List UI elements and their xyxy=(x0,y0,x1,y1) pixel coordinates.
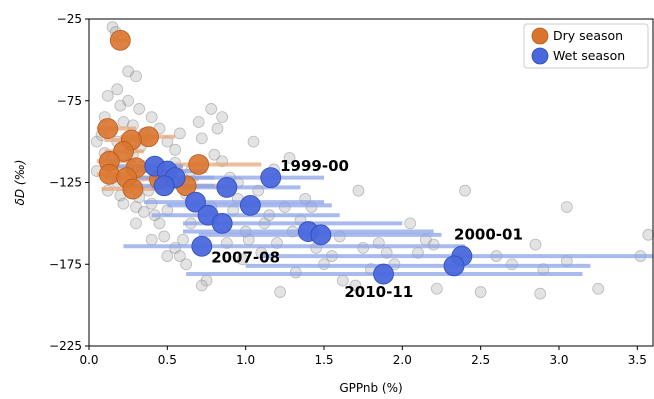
legend: Dry season Wet season xyxy=(523,23,649,69)
background-point xyxy=(404,217,417,230)
legend-wet-season-label: Wet season xyxy=(553,48,625,63)
dry-season-point xyxy=(138,126,159,148)
background-point xyxy=(192,116,205,128)
background-point xyxy=(145,233,158,246)
x-tick-label: 3.0 xyxy=(549,353,568,367)
background-point xyxy=(195,279,208,292)
background-point xyxy=(122,94,135,107)
background-point xyxy=(283,152,296,164)
y-axis-ticks: −25 −75 −125 −175 −225 xyxy=(49,12,89,353)
background-point xyxy=(349,279,362,292)
background-point xyxy=(560,201,573,213)
x-tick-label: 1.0 xyxy=(236,353,255,367)
background-point xyxy=(133,103,146,115)
legend-box xyxy=(523,23,649,69)
y-tick-label: −75 xyxy=(57,94,82,108)
y-tick-label: −225 xyxy=(49,339,82,353)
background-point xyxy=(352,184,365,197)
wet-season-point xyxy=(443,255,465,277)
wet-season-point xyxy=(310,224,332,246)
dry-season-point xyxy=(122,178,144,200)
background-point xyxy=(158,230,171,243)
background-point xyxy=(211,122,224,135)
background-point xyxy=(153,217,166,230)
dry-season-point xyxy=(109,29,131,51)
legend-wet-season-marker xyxy=(531,47,549,65)
legend-dry-season-marker xyxy=(531,27,549,45)
wet-season-point xyxy=(153,175,175,197)
background-point xyxy=(173,250,186,262)
background-point xyxy=(205,103,218,115)
y-tick-label: −125 xyxy=(49,176,82,190)
background-point xyxy=(101,89,114,102)
background-point xyxy=(173,127,186,140)
annotation-label: 1999-00 xyxy=(280,157,349,175)
background-point xyxy=(430,282,443,295)
background-point xyxy=(177,233,189,246)
background-point xyxy=(111,83,124,96)
background-point xyxy=(90,135,103,148)
background-point xyxy=(474,286,487,298)
annotations-layer: 1999-00 2000-01 2007-08 2010-11 xyxy=(211,157,523,301)
dry-season-point xyxy=(188,154,210,175)
background-point xyxy=(117,197,130,210)
wet-season-point xyxy=(191,235,213,257)
background-point xyxy=(247,135,260,148)
dry-season-point xyxy=(98,163,120,185)
wet-season-point xyxy=(211,212,233,234)
y-tick-label: −25 xyxy=(57,12,82,26)
background-point xyxy=(130,217,142,230)
wet-season-point xyxy=(185,191,206,213)
background-point xyxy=(130,70,142,83)
x-tick-label: 2.5 xyxy=(471,353,490,367)
background-point xyxy=(137,206,150,218)
annotation-label: 2000-01 xyxy=(454,226,523,244)
x-tick-label: 0.5 xyxy=(158,353,177,367)
wet-season-point xyxy=(373,263,394,285)
background-point xyxy=(236,253,249,266)
wet-season-point xyxy=(216,177,238,198)
background-point xyxy=(145,111,158,123)
wet-season-point xyxy=(239,194,261,216)
background-point xyxy=(534,287,547,300)
x-tick-label: 1.5 xyxy=(314,353,333,367)
annotation-label: 2010-11 xyxy=(344,283,413,301)
x-tick-label: 2.0 xyxy=(393,353,412,367)
background-point xyxy=(529,238,542,251)
x-tick-label: 3.5 xyxy=(628,353,647,367)
annotation-label: 2007-08 xyxy=(211,249,280,267)
background-point xyxy=(642,228,654,241)
legend-dry-season-label: Dry season xyxy=(553,28,623,43)
y-axis-label: δD (‰) xyxy=(13,160,27,206)
x-tick-label: 0.0 xyxy=(79,353,98,367)
background-point xyxy=(592,282,605,295)
background-point xyxy=(216,111,229,123)
dry-season-point xyxy=(97,118,119,139)
wet-season-points-layer xyxy=(144,155,473,285)
background-point xyxy=(459,184,471,197)
wet-season-point xyxy=(260,167,282,188)
x-axis-ticks: 0.0 0.5 1.0 1.5 2.0 2.5 3.0 3.5 xyxy=(79,346,647,367)
background-point xyxy=(180,258,193,271)
background-point xyxy=(274,286,287,298)
x-axis-label: GPPnb (%) xyxy=(339,381,402,395)
background-point xyxy=(161,250,174,262)
background-point xyxy=(169,143,182,156)
background-point xyxy=(195,132,208,145)
background-point xyxy=(208,148,221,161)
y-tick-label: −175 xyxy=(49,257,82,271)
